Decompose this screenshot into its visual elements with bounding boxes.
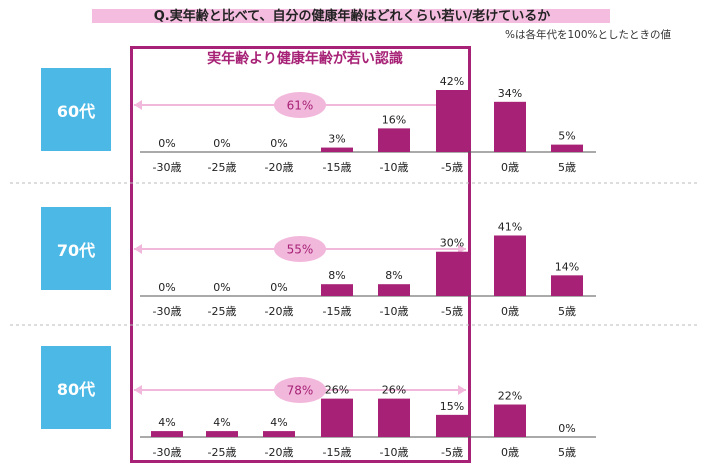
x-tick-label: 5歳: [558, 446, 576, 459]
x-tick-label: 5歳: [558, 161, 576, 174]
data-label: 22%: [498, 390, 522, 403]
bar: [494, 101, 526, 152]
age-label-80: 80代: [41, 346, 111, 429]
data-label: 41%: [498, 220, 522, 233]
data-label: 5%: [558, 130, 575, 143]
age-label-70: 70代: [41, 207, 111, 290]
younger-perception-box: [130, 46, 471, 463]
data-label: 14%: [555, 260, 579, 273]
age-label-60: 60代: [41, 68, 111, 151]
x-tick-label: 0歳: [501, 446, 519, 459]
x-tick-label: 0歳: [501, 161, 519, 174]
bar: [494, 235, 526, 296]
percentage-note: %は各年代を100%としたときの値: [505, 29, 671, 41]
bar: [551, 144, 583, 152]
data-label: 34%: [498, 87, 522, 100]
x-tick-label: 0歳: [501, 305, 519, 318]
bar: [494, 404, 526, 437]
younger-perception-title: 実年齢より健康年齢が若い認識: [207, 51, 403, 67]
data-label: 0%: [558, 422, 575, 435]
question-highlight-bar: [92, 9, 610, 23]
x-tick-label: 5歳: [558, 305, 576, 318]
question-title: Q.実年齢と比べて、自分の健康年齢はどれくらい若い/老けているか: [153, 8, 551, 24]
bar: [551, 275, 583, 296]
